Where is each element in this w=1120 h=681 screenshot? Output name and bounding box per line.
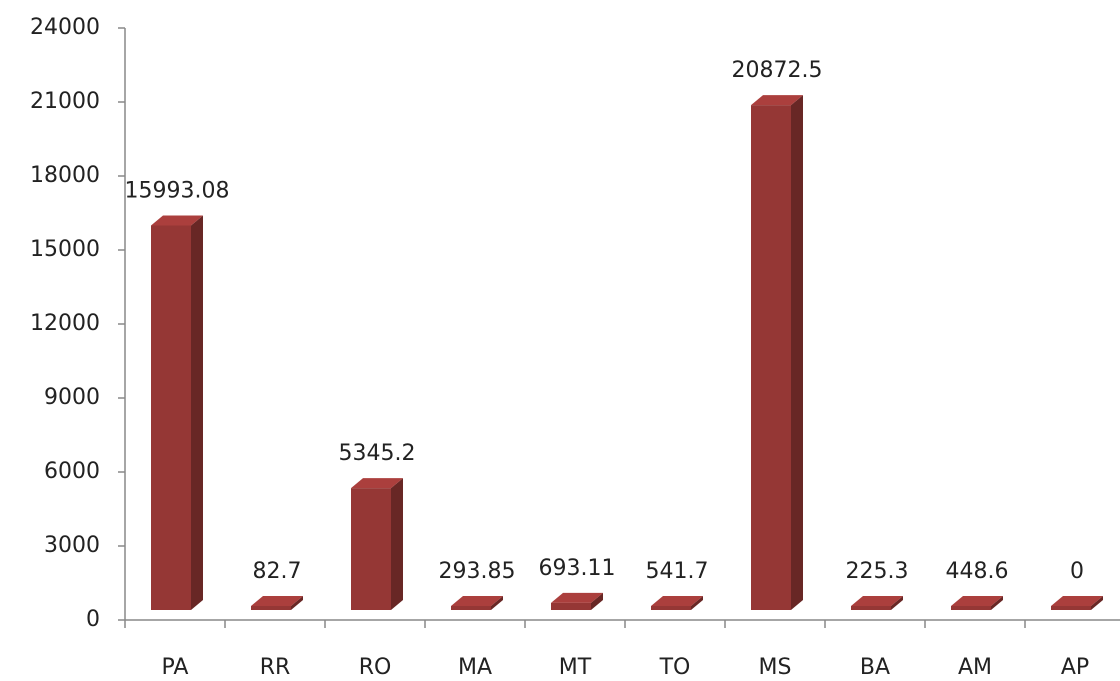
bar-top bbox=[451, 596, 503, 606]
x-tick-label: AP bbox=[1061, 655, 1089, 680]
bar-side bbox=[391, 478, 403, 610]
value-label: 541.7 bbox=[646, 559, 709, 584]
y-tick-label: 18000 bbox=[30, 163, 100, 188]
x-tick-label: AM bbox=[958, 655, 992, 680]
bar-side bbox=[991, 596, 1003, 610]
y-tick-label: 6000 bbox=[44, 459, 100, 484]
value-label: 448.6 bbox=[946, 559, 1009, 584]
bar-top bbox=[351, 478, 403, 489]
value-label: 5345.2 bbox=[339, 441, 416, 466]
x-tick-label: MT bbox=[559, 655, 592, 680]
bar-top bbox=[551, 592, 603, 603]
bar bbox=[751, 105, 791, 611]
value-label: 0 bbox=[1070, 559, 1084, 584]
bar-top bbox=[751, 95, 803, 106]
bar bbox=[151, 225, 191, 610]
bar bbox=[251, 606, 291, 610]
bar-side bbox=[491, 596, 503, 610]
bar-side bbox=[191, 215, 203, 610]
bar bbox=[451, 606, 491, 610]
bar-side bbox=[291, 596, 303, 610]
bar-top bbox=[951, 596, 1003, 606]
x-tick-label: RO bbox=[359, 655, 392, 680]
y-tick-label: 0 bbox=[86, 607, 100, 632]
bar bbox=[551, 602, 591, 610]
x-tick-label: PA bbox=[162, 655, 189, 680]
y-tick-label: 24000 bbox=[30, 15, 100, 40]
bar-top bbox=[851, 596, 903, 606]
bar-side bbox=[791, 95, 803, 610]
value-label: 15993.08 bbox=[125, 179, 230, 204]
y-tick-label: 21000 bbox=[30, 89, 100, 114]
y-tick-label: 12000 bbox=[30, 311, 100, 336]
y-tick-label: 15000 bbox=[30, 237, 100, 262]
bar-top bbox=[151, 215, 203, 226]
bar-side bbox=[691, 596, 703, 610]
bar-top bbox=[651, 596, 703, 606]
y-tick-label: 3000 bbox=[44, 533, 100, 558]
bar bbox=[651, 606, 691, 610]
bar-side bbox=[591, 592, 603, 610]
x-tick-label: RR bbox=[260, 655, 291, 680]
x-tick-label: BA bbox=[860, 655, 890, 680]
bar bbox=[1051, 606, 1091, 610]
bar-side bbox=[891, 596, 903, 610]
x-tick-label: MS bbox=[759, 655, 792, 680]
bar-top bbox=[1051, 596, 1103, 606]
x-tick-label: MA bbox=[458, 655, 492, 680]
value-label: 693.11 bbox=[539, 556, 616, 581]
bar-side bbox=[1091, 596, 1103, 610]
value-label: 293.85 bbox=[439, 559, 516, 584]
x-tick-label: TO bbox=[659, 655, 691, 680]
value-label: 82.7 bbox=[253, 559, 302, 584]
y-tick-label: 9000 bbox=[44, 385, 100, 410]
value-label: 225.3 bbox=[846, 559, 909, 584]
bar bbox=[351, 488, 391, 610]
value-label: 20872.5 bbox=[732, 58, 823, 83]
bar bbox=[951, 606, 991, 610]
bar bbox=[851, 606, 891, 610]
bar-top bbox=[251, 596, 303, 606]
